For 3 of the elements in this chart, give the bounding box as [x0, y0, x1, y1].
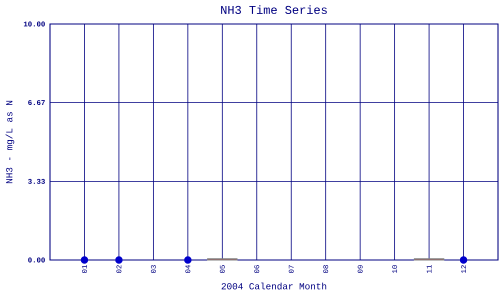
- y-axis-title: NH3 - mg/L as N: [6, 100, 14, 184]
- chart-title: NH3 Time Series: [221, 5, 327, 14]
- x-axis-title: 2004 Calendar Month: [222, 282, 326, 290]
